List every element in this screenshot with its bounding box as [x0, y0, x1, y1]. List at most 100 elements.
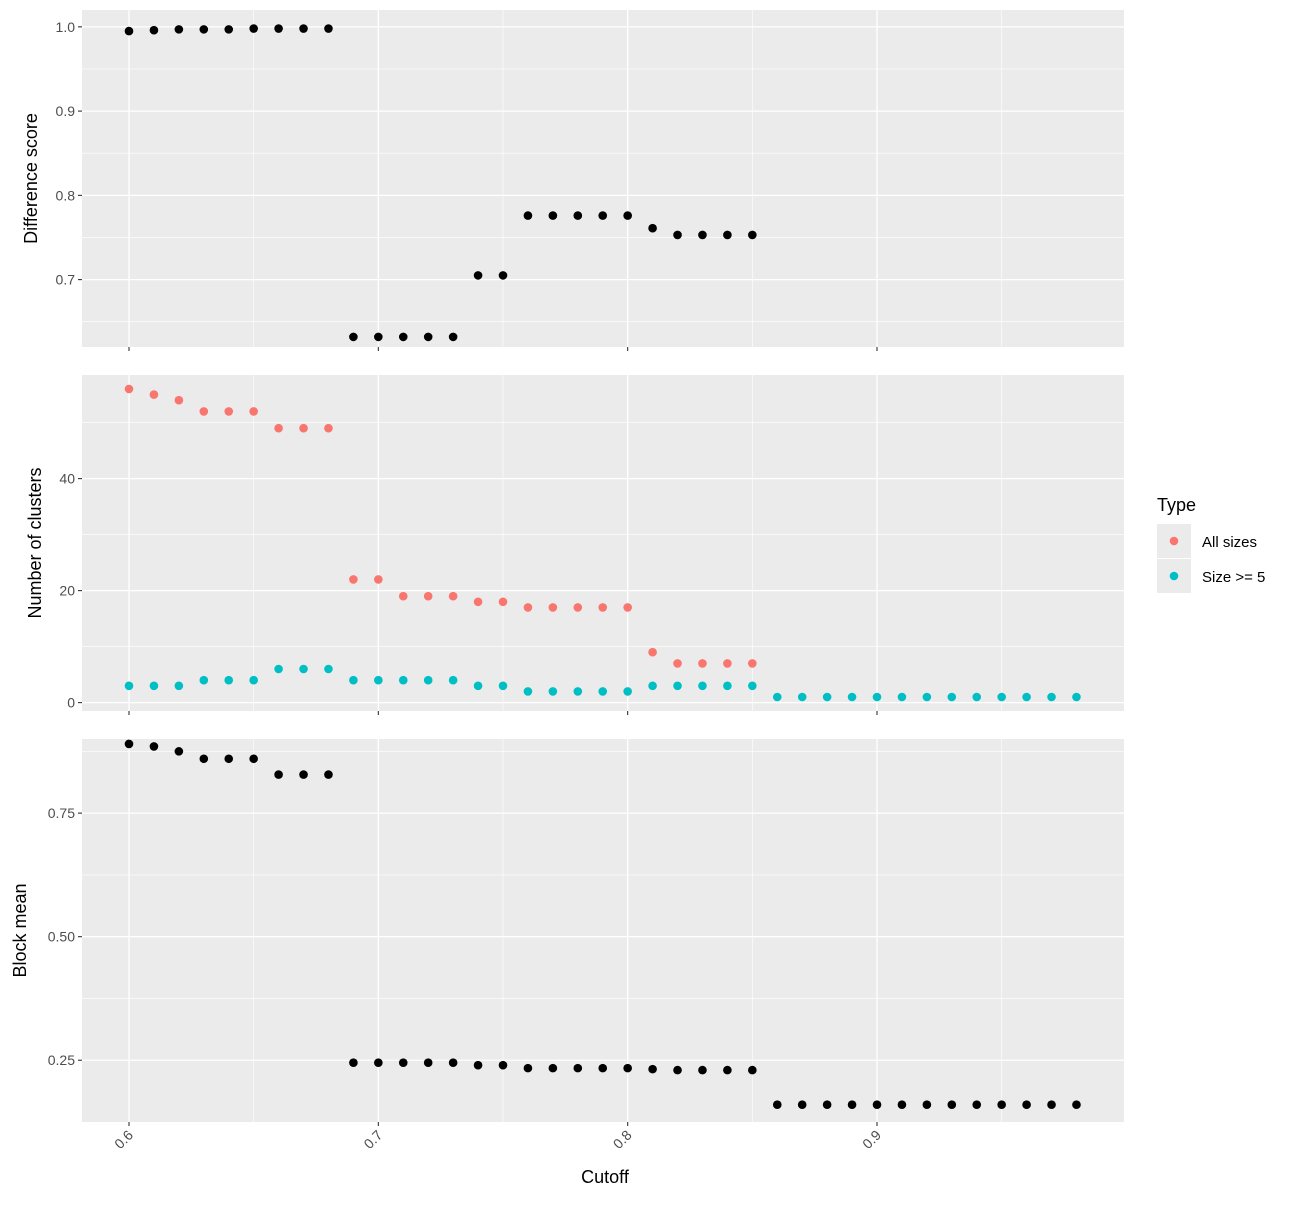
data-point	[249, 754, 258, 764]
legend-key-symbol	[1169, 571, 1179, 581]
data-point	[523, 687, 533, 696]
y-axis-title: Number of clusters	[25, 467, 45, 618]
data-point	[623, 603, 632, 612]
panel-middle: 0 20 40 Number of clusters	[25, 375, 1124, 715]
y-tick-label: 0.8	[56, 187, 76, 203]
data-point	[149, 742, 159, 751]
data-point	[1047, 1100, 1056, 1110]
data-point	[249, 407, 258, 416]
y-tick-label: 0.9	[56, 103, 76, 119]
data-point	[199, 675, 209, 685]
data-point	[573, 687, 583, 696]
y-tick-label: 20	[59, 583, 75, 599]
data-point	[648, 223, 657, 233]
data-point	[897, 1100, 907, 1110]
data-point	[897, 692, 907, 702]
data-point	[748, 659, 757, 668]
panel-background	[82, 375, 1124, 711]
data-point	[149, 25, 159, 35]
data-point	[822, 692, 832, 702]
data-point	[423, 332, 433, 342]
data-point	[723, 230, 732, 240]
data-point	[448, 1058, 458, 1067]
y-tick-label: 0.25	[48, 1052, 75, 1068]
x-tick-label: 0.7	[360, 1127, 385, 1152]
data-point	[124, 739, 134, 749]
y-axis-title: Block mean	[10, 883, 30, 977]
data-point	[698, 681, 707, 691]
data-point	[274, 664, 283, 674]
data-point	[149, 681, 159, 691]
data-point	[398, 332, 408, 342]
data-point	[398, 1058, 408, 1067]
data-point	[698, 230, 707, 240]
data-point	[473, 271, 483, 280]
data-point	[199, 407, 209, 416]
data-point	[523, 603, 533, 612]
legend: Type All sizes Size >= 5	[1157, 495, 1265, 593]
data-point	[274, 423, 283, 433]
data-point	[249, 675, 258, 685]
data-point	[598, 211, 608, 220]
data-point	[797, 1100, 807, 1110]
data-point	[224, 407, 234, 416]
legend-entry-label: Size >= 5	[1202, 569, 1265, 586]
data-point	[623, 1063, 632, 1073]
data-point	[199, 754, 209, 764]
data-point	[748, 1065, 757, 1075]
data-point	[374, 332, 383, 342]
data-point	[972, 692, 982, 702]
data-point	[922, 692, 932, 702]
data-point	[548, 603, 558, 612]
data-point	[947, 1100, 957, 1110]
data-point	[922, 1100, 932, 1110]
data-point	[473, 1060, 483, 1070]
data-point	[997, 692, 1006, 702]
data-point	[299, 770, 308, 779]
data-point	[972, 1100, 982, 1110]
data-point	[299, 423, 308, 433]
data-point	[847, 692, 857, 702]
data-point	[349, 1058, 358, 1067]
panel-bottom: 0.25 0.50 0.75 0.6 0.7 0.8 0.9 Block mean Cutoff	[10, 739, 1124, 1187]
data-point	[698, 1065, 707, 1075]
data-point	[673, 230, 682, 240]
data-point	[274, 770, 283, 779]
data-point	[673, 681, 682, 691]
data-point	[374, 1058, 383, 1067]
data-point	[448, 675, 458, 685]
x-axis-title: Cutoff	[581, 1167, 630, 1187]
data-point	[1072, 1100, 1081, 1110]
data-point	[723, 1065, 732, 1075]
data-point	[174, 681, 184, 691]
x-tick-label: 0.9	[859, 1127, 884, 1152]
data-point	[174, 395, 184, 405]
data-point	[1047, 692, 1056, 702]
data-point	[548, 1063, 558, 1073]
data-point	[673, 1065, 682, 1075]
data-point	[723, 681, 732, 691]
data-point	[648, 647, 657, 657]
x-tick-label: 0.6	[111, 1127, 136, 1152]
data-point	[548, 687, 558, 696]
data-point	[872, 692, 882, 702]
y-tick-label: 0	[67, 695, 75, 711]
data-point	[498, 597, 508, 607]
data-point	[523, 211, 533, 220]
data-point	[124, 681, 134, 691]
data-point	[374, 675, 383, 685]
data-point	[822, 1100, 832, 1110]
data-point	[648, 681, 657, 691]
data-point	[398, 675, 408, 685]
data-point	[997, 1100, 1006, 1110]
panel-top: 0.7 0.8 0.9 1.0 Difference score	[21, 10, 1124, 351]
data-point	[249, 24, 258, 33]
data-point	[623, 687, 632, 696]
data-point	[723, 659, 732, 668]
data-point	[598, 687, 608, 696]
data-point	[423, 675, 433, 685]
data-point	[573, 211, 583, 220]
data-point	[423, 591, 433, 601]
